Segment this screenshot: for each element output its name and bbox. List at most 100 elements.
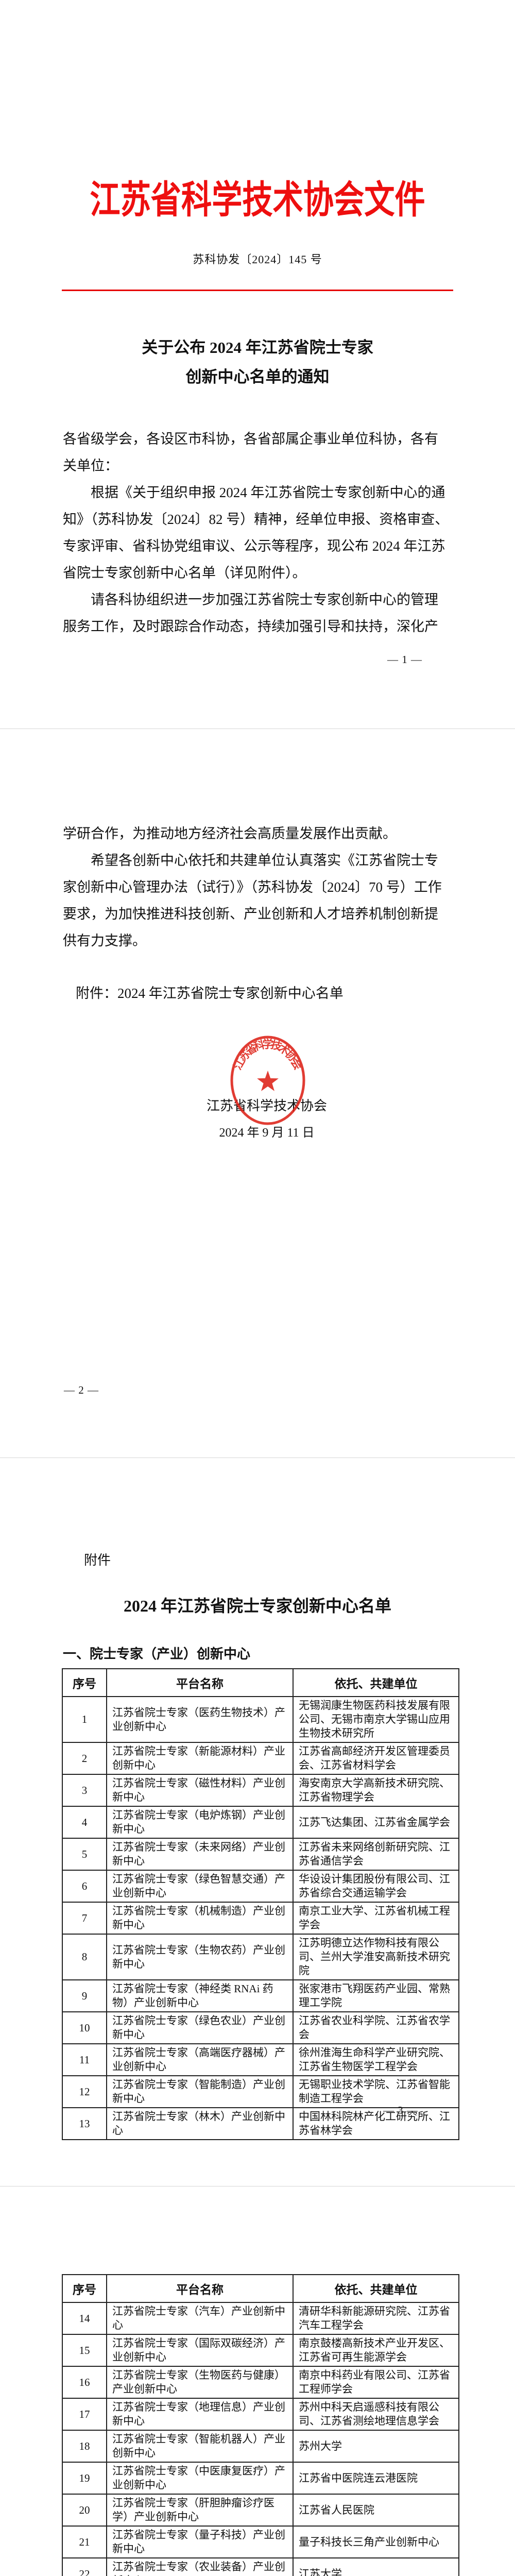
text-line: 希望各创新中心依托和共建单位认真落实《江苏省院士专	[63, 853, 438, 868]
cell-index: 12	[62, 2075, 107, 2108]
table-row: 13 江苏省院士专家（林木）产业创新中心 中国林科院林产化工研究所、江苏省林学会	[62, 2107, 459, 2140]
cell-platform-name: 江苏省院士专家（汽车）产业创新中心	[106, 2302, 294, 2335]
cell-supporting-unit: 江苏省人民医院	[293, 2494, 459, 2527]
page2-footer-page-number: — 2 —	[64, 1384, 99, 1396]
cell-platform-name: 江苏省院士专家（生物医药与健康）产业创新中心	[106, 2366, 294, 2399]
table-row: 11 江苏省院士专家（高端医疗器械）产业创新中心 徐州淮海生命科学产业研究院、江苏省…	[62, 2043, 459, 2076]
seal-star-icon	[257, 1071, 279, 1091]
attachment-reference-line: 附件：2024 年江苏省院士专家创新中心名单	[76, 986, 344, 1001]
cell-platform-name: 江苏省院士专家（国际双碳经济）产业创新中心	[106, 2334, 294, 2367]
cell-platform-name: 江苏省院士专家（智能制造）产业创新中心	[106, 2075, 294, 2108]
table-row: 8 江苏省院士专家（生物农药）产业创新中心 江苏明德立达作物科技有限公司、兰州大学淮…	[62, 1934, 459, 1980]
cell-supporting-unit: 张家港市飞翔医药产业园、常熟理工学院	[293, 1979, 459, 2012]
table-row: 3 江苏省院士专家（磁性材料）产业创新中心 海安南京大学高新技术研究院、江苏省物理学…	[62, 1774, 459, 1807]
cell-platform-name: 江苏省院士专家（农业装备）产业创新中心	[106, 2557, 294, 2576]
text-line: 各省级学会，各设区市科协，各省部属企事业单位科协，各有	[63, 431, 438, 447]
cell-index: 17	[62, 2398, 107, 2431]
table-row: 7 江苏省院士专家（机械制造）产业创新中心 南京工业大学、江苏省机械工程学会	[62, 1902, 459, 1935]
issue-date: 2024 年 9 月 11 日	[219, 1126, 315, 1140]
cell-supporting-unit: 华设设计集团股份有限公司、江苏省综合交通运输学会	[293, 1870, 459, 1903]
page-separator	[0, 2186, 515, 2187]
cell-supporting-unit: 徐州淮海生命科学产业研究院、江苏省生物医学工程学会	[293, 2043, 459, 2076]
cell-index: 5	[62, 1838, 107, 1871]
red-divider-line	[62, 290, 453, 291]
cell-supporting-unit: 苏州中科天启遥感科技有限公司、江苏省测绘地理信息学会	[293, 2398, 459, 2431]
page2-body-text: 学研合作，为推动地方经济社会高质量发展作出贡献。 希望各创新中心依托和共建单位认…	[63, 820, 453, 954]
table-row: 15 江苏省院士专家（国际双碳经济）产业创新中心 南京鼓楼高新技术产业开发区、江苏省…	[62, 2334, 459, 2367]
notice-title: 关于公布 2024 年江苏省院士专家 创新中心名单的通知	[0, 333, 515, 392]
cell-platform-name: 江苏省院士专家（电炉炼钢）产业创新中心	[106, 1806, 294, 1839]
column-header: 依托、共建单位	[293, 2274, 459, 2303]
table-header-row: 序号 平台名称 依托、共建单位	[62, 1668, 459, 1697]
table-row: 6 江苏省院士专家（绿色智慧交通）产业创新中心 华设设计集团股份有限公司、江苏省综合…	[62, 1870, 459, 1903]
org-red-header-title: 江苏省科学技术协会文件	[90, 179, 425, 222]
cell-index: 21	[62, 2526, 107, 2558]
cell-platform-name: 江苏省院士专家（肝胆肿瘤诊疗医学）产业创新中心	[106, 2494, 294, 2527]
cell-index: 3	[62, 1774, 107, 1807]
cell-supporting-unit: 江苏明德立达作物科技有限公司、兰州大学淮安高新技术研究院	[293, 1934, 459, 1980]
cell-supporting-unit: 中国林科院林产化工研究所、江苏省林学会	[293, 2107, 459, 2140]
cell-index: 16	[62, 2366, 107, 2399]
cell-platform-name: 江苏省院士专家（林木）产业创新中心	[106, 2107, 294, 2140]
cell-index: 9	[62, 1979, 107, 2012]
seal-character: 学	[263, 1038, 273, 1050]
cell-index: 11	[62, 2043, 107, 2076]
text-line: 省院士专家创新中心名单（详见附件）。	[63, 565, 306, 581]
table-row: 5 江苏省院士专家（未来网络）产业创新中心 江苏省未来网络创新研究院、江苏省通信学会	[62, 1838, 459, 1871]
cell-supporting-unit: 苏州大学	[293, 2430, 459, 2463]
section1-heading: 一、院士专家（产业）创新中心	[63, 1646, 251, 1662]
column-header: 依托、共建单位	[293, 1668, 459, 1697]
table-row: 20 江苏省院士专家（肝胆肿瘤诊疗医学）产业创新中心 江苏省人民医院	[62, 2494, 459, 2527]
official-red-seal: 江苏省科学技术协会	[230, 1036, 305, 1125]
notice-title-line2: 创新中心名单的通知	[185, 368, 330, 386]
text-line: 请各科协组织进一步加强江苏省院士专家创新中心的管理	[63, 592, 438, 607]
text-line: 服务工作，及时跟踪合作动态，持续加强引导和扶持，深化产	[63, 619, 438, 634]
notice-title-line1: 关于公布 2024 年江苏省院士专家	[142, 338, 373, 357]
document-number: 苏科协发〔2024〕145 号	[193, 253, 322, 266]
page-separator	[0, 728, 515, 729]
cell-platform-name: 江苏省院士专家（地理信息）产业创新中心	[106, 2398, 294, 2431]
text-line: 学研合作，为推动地方经济社会高质量发展作出贡献。	[63, 826, 397, 841]
cell-platform-name: 江苏省院士专家（新能源材料）产业创新中心	[106, 1742, 294, 1775]
text-line: 专家评审、省科协党组审议、公示等程序，现公布 2024 年江苏	[63, 538, 445, 554]
column-header: 序号	[62, 2274, 107, 2303]
table-industry-centers-part2: 序号 平台名称 依托、共建单位 14 江苏省院士专家（汽车）产业创新中心 清研华科新能源研…	[62, 2274, 459, 2576]
cell-supporting-unit: 江苏飞达集团、江苏省金属学会	[293, 1806, 459, 1839]
issuer-signature: 江苏省科学技术协会	[206, 1098, 327, 1113]
cell-supporting-unit: 江苏省农业科学院、江苏省农学会	[293, 2011, 459, 2044]
text-line: 家创新中心管理办法（试行）》（苏科协发〔2024〕70 号）工作	[63, 879, 442, 895]
cell-platform-name: 江苏省院士专家（生物农药）产业创新中心	[106, 1934, 294, 1980]
cell-index: 19	[62, 2462, 107, 2495]
cell-platform-name: 江苏省院士专家（未来网络）产业创新中心	[106, 1838, 294, 1871]
cell-index: 6	[62, 1870, 107, 1903]
cell-supporting-unit: 海安南京大学高新技术研究院、江苏省物理学会	[293, 1774, 459, 1807]
cell-platform-name: 江苏省院士专家（量子科技）产业创新中心	[106, 2526, 294, 2558]
column-header: 序号	[62, 1668, 107, 1697]
cell-index: 2	[62, 1742, 107, 1775]
cell-platform-name: 江苏省院士专家（智能机器人）产业创新中心	[106, 2430, 294, 2463]
attachment-label: 附件	[84, 1552, 111, 1568]
cell-supporting-unit: 南京鼓楼高新技术产业开发区、江苏省可再生能源学会	[293, 2334, 459, 2367]
page1-footer-page-number: — 1 —	[387, 653, 422, 666]
cell-index: 14	[62, 2302, 107, 2335]
table-row: 1 江苏省院士专家（医药生物技术）产业创新中心 无锡润康生物医药科技发展有限公司、无…	[62, 1696, 459, 1743]
table-row: 19 江苏省院士专家（中医康复医疗）产业创新中心 江苏省中医院连云港医院	[62, 2462, 459, 2495]
seal-arc-text: 江苏省科学技术协会	[231, 1038, 304, 1072]
cell-index: 20	[62, 2494, 107, 2527]
cell-index: 1	[62, 1696, 107, 1743]
cell-platform-name: 江苏省院士专家（机械制造）产业创新中心	[106, 1902, 294, 1935]
text-line: 供有力支撑。	[63, 933, 146, 948]
table-row: 14 江苏省院士专家（汽车）产业创新中心 清研华科新能源研究院、江苏省汽车工程学会	[62, 2302, 459, 2335]
cell-platform-name: 江苏省院士专家（医药生物技术）产业创新中心	[106, 1696, 294, 1743]
cell-platform-name: 江苏省院士专家（中医康复医疗）产业创新中心	[106, 2462, 294, 2495]
text-line: 根据《关于组织申报 2024 年江苏省院士专家创新中心的通	[63, 485, 445, 500]
cell-platform-name: 江苏省院士专家（绿色智慧交通）产业创新中心	[106, 1870, 294, 1903]
table-row: 16 江苏省院士专家（生物医药与健康）产业创新中心 南京中科药业有限公司、江苏省工程…	[62, 2366, 459, 2399]
cell-supporting-unit: 南京工业大学、江苏省机械工程学会	[293, 1902, 459, 1935]
cell-index: 7	[62, 1902, 107, 1935]
column-header: 平台名称	[106, 1668, 294, 1697]
cell-index: 22	[62, 2557, 107, 2576]
cell-platform-name: 江苏省院士专家（高端医疗器械）产业创新中心	[106, 2043, 294, 2076]
